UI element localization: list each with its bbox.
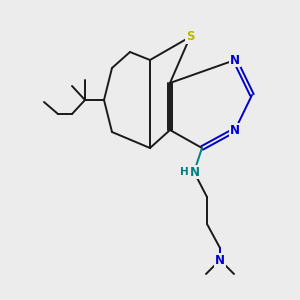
Text: H: H bbox=[180, 167, 189, 177]
Text: N: N bbox=[215, 254, 225, 266]
Text: N: N bbox=[230, 53, 240, 67]
Text: N: N bbox=[230, 124, 240, 136]
Text: N: N bbox=[190, 166, 200, 178]
Text: S: S bbox=[186, 31, 194, 44]
